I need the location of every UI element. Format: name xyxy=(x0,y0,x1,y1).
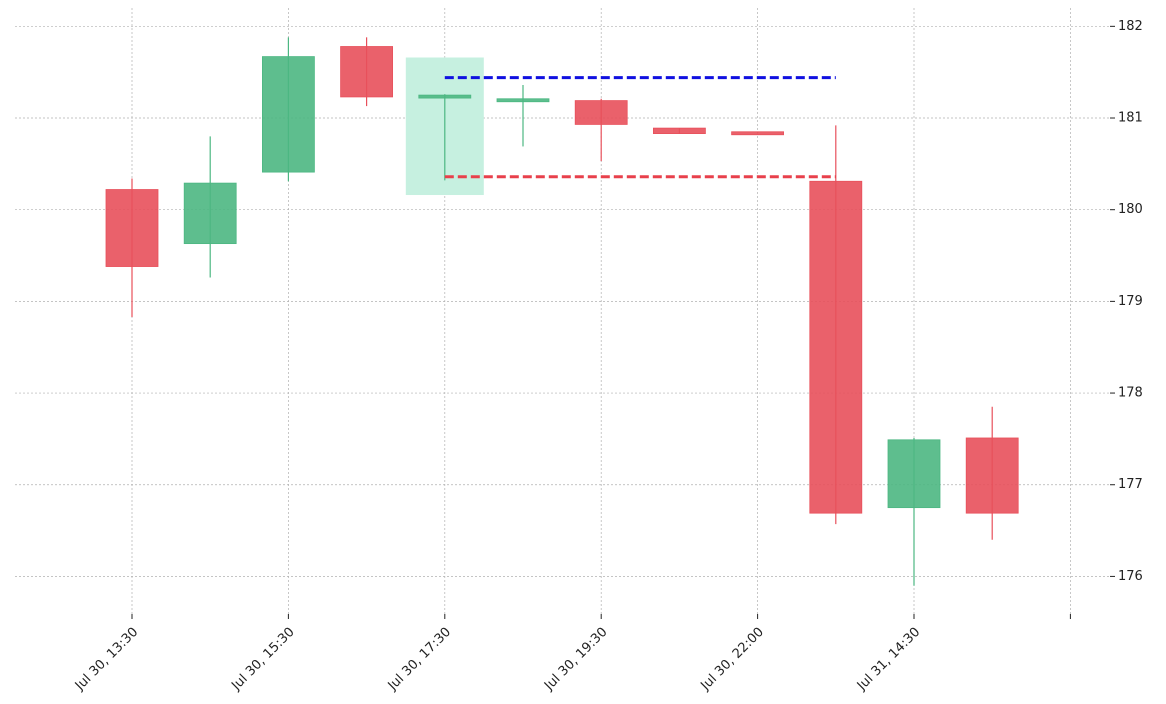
y-tick-label: 179 xyxy=(1118,294,1143,309)
candle-body xyxy=(183,182,237,245)
x-tick-label: Jul 30, 13:30 xyxy=(72,625,141,694)
x-tick-label: Jul 30, 19:30 xyxy=(541,625,610,694)
x-tick-label: Jul 31, 14:30 xyxy=(854,625,923,694)
candle-body xyxy=(965,437,1019,514)
candle-body xyxy=(340,46,394,98)
y-tick-label: 178 xyxy=(1118,386,1143,401)
y-tick-label: 177 xyxy=(1118,477,1143,492)
candle-body xyxy=(105,189,159,267)
y-tick-label: 180 xyxy=(1118,202,1143,217)
candle-body xyxy=(418,94,472,99)
candle-body xyxy=(809,180,863,514)
candle-body xyxy=(574,100,628,125)
x-tick-label: Jul 30, 17:30 xyxy=(385,625,454,694)
candle-body xyxy=(653,127,706,135)
y-tick-label: 182 xyxy=(1118,19,1143,34)
y-tick-label: 181 xyxy=(1118,111,1143,126)
candle-body xyxy=(887,439,941,509)
candle-body xyxy=(731,131,784,136)
x-tick-label: Jul 30, 15:30 xyxy=(228,625,297,694)
y-tick-label: 176 xyxy=(1118,569,1143,584)
x-tick-label: Jul 30, 22:00 xyxy=(698,625,767,694)
candle-body xyxy=(496,98,550,103)
candle-body xyxy=(261,56,315,173)
